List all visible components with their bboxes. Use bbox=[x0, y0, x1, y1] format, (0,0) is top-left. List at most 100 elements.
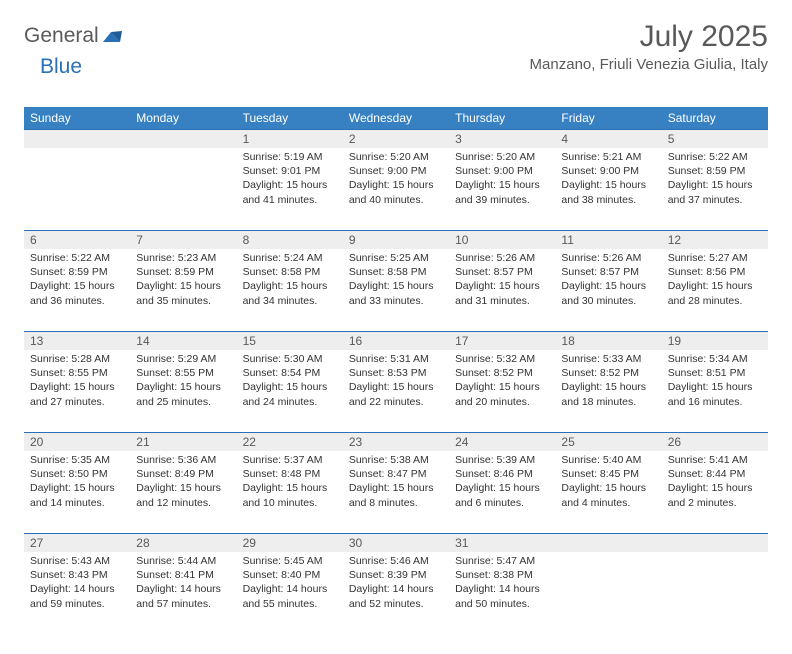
sunset-text: Sunset: 9:00 PM bbox=[455, 164, 549, 178]
daylight-text: Daylight: 15 hours and 37 minutes. bbox=[668, 178, 762, 206]
sunset-text: Sunset: 8:41 PM bbox=[136, 568, 230, 582]
daylight-text: Daylight: 15 hours and 34 minutes. bbox=[243, 279, 337, 307]
daylight-text: Daylight: 15 hours and 18 minutes. bbox=[561, 380, 655, 408]
daylight-text: Daylight: 15 hours and 33 minutes. bbox=[349, 279, 443, 307]
day-number-cell: 28 bbox=[130, 533, 236, 552]
sunrise-text: Sunrise: 5:34 AM bbox=[668, 352, 762, 366]
calendar-table: Sunday Monday Tuesday Wednesday Thursday… bbox=[24, 107, 768, 634]
day-details: Sunrise: 5:35 AMSunset: 8:50 PMDaylight:… bbox=[24, 451, 130, 516]
day-number: 14 bbox=[130, 331, 236, 350]
day-body-cell: Sunrise: 5:23 AMSunset: 8:59 PMDaylight:… bbox=[130, 249, 236, 331]
day-details: Sunrise: 5:27 AMSunset: 8:56 PMDaylight:… bbox=[662, 249, 768, 314]
day-details: Sunrise: 5:37 AMSunset: 8:48 PMDaylight:… bbox=[237, 451, 343, 516]
daycontent-row: Sunrise: 5:22 AMSunset: 8:59 PMDaylight:… bbox=[24, 249, 768, 331]
daylight-text: Daylight: 15 hours and 22 minutes. bbox=[349, 380, 443, 408]
day-body-cell: Sunrise: 5:33 AMSunset: 8:52 PMDaylight:… bbox=[555, 350, 661, 432]
day-body-cell bbox=[555, 552, 661, 634]
day-number: 4 bbox=[555, 129, 661, 148]
sunset-text: Sunset: 8:51 PM bbox=[668, 366, 762, 380]
daycontent-row: Sunrise: 5:28 AMSunset: 8:55 PMDaylight:… bbox=[24, 350, 768, 432]
sunrise-text: Sunrise: 5:46 AM bbox=[349, 554, 443, 568]
day-number-cell: 9 bbox=[343, 230, 449, 249]
day-number: 6 bbox=[24, 230, 130, 249]
day-number-cell: 25 bbox=[555, 432, 661, 451]
sunset-text: Sunset: 8:44 PM bbox=[668, 467, 762, 481]
day-number: 1 bbox=[237, 129, 343, 148]
day-number-cell: 7 bbox=[130, 230, 236, 249]
day-details: Sunrise: 5:24 AMSunset: 8:58 PMDaylight:… bbox=[237, 249, 343, 314]
sunset-text: Sunset: 8:57 PM bbox=[455, 265, 549, 279]
weekday-header: Saturday bbox=[662, 107, 768, 129]
day-body-cell: Sunrise: 5:21 AMSunset: 9:00 PMDaylight:… bbox=[555, 148, 661, 230]
day-number-cell: 6 bbox=[24, 230, 130, 249]
weekday-header: Friday bbox=[555, 107, 661, 129]
sunrise-text: Sunrise: 5:33 AM bbox=[561, 352, 655, 366]
sunrise-text: Sunrise: 5:22 AM bbox=[668, 150, 762, 164]
daylight-text: Daylight: 15 hours and 12 minutes. bbox=[136, 481, 230, 509]
day-details: Sunrise: 5:21 AMSunset: 9:00 PMDaylight:… bbox=[555, 148, 661, 213]
day-body-cell: Sunrise: 5:29 AMSunset: 8:55 PMDaylight:… bbox=[130, 350, 236, 432]
day-details: Sunrise: 5:22 AMSunset: 8:59 PMDaylight:… bbox=[24, 249, 130, 314]
day-details: Sunrise: 5:38 AMSunset: 8:47 PMDaylight:… bbox=[343, 451, 449, 516]
day-number-cell: 21 bbox=[130, 432, 236, 451]
sunset-text: Sunset: 8:58 PM bbox=[243, 265, 337, 279]
daynum-row: 13141516171819 bbox=[24, 331, 768, 350]
sunset-text: Sunset: 8:40 PM bbox=[243, 568, 337, 582]
day-number: 31 bbox=[449, 533, 555, 552]
sunrise-text: Sunrise: 5:40 AM bbox=[561, 453, 655, 467]
sunrise-text: Sunrise: 5:45 AM bbox=[243, 554, 337, 568]
day-number-cell bbox=[555, 533, 661, 552]
brand-logo: General bbox=[24, 24, 126, 48]
day-details: Sunrise: 5:26 AMSunset: 8:57 PMDaylight:… bbox=[449, 249, 555, 314]
daylight-text: Daylight: 15 hours and 24 minutes. bbox=[243, 380, 337, 408]
day-number-cell: 4 bbox=[555, 129, 661, 148]
weekday-header: Monday bbox=[130, 107, 236, 129]
sunrise-text: Sunrise: 5:44 AM bbox=[136, 554, 230, 568]
day-number-cell: 16 bbox=[343, 331, 449, 350]
day-body-cell: Sunrise: 5:47 AMSunset: 8:38 PMDaylight:… bbox=[449, 552, 555, 634]
day-number: 27 bbox=[24, 533, 130, 552]
day-number: 30 bbox=[343, 533, 449, 552]
month-title: July 2025 bbox=[530, 20, 768, 54]
weekday-header: Wednesday bbox=[343, 107, 449, 129]
daylight-text: Daylight: 15 hours and 10 minutes. bbox=[243, 481, 337, 509]
day-number: 12 bbox=[662, 230, 768, 249]
weekday-header-row: Sunday Monday Tuesday Wednesday Thursday… bbox=[24, 107, 768, 129]
day-number-cell: 17 bbox=[449, 331, 555, 350]
day-body-cell: Sunrise: 5:19 AMSunset: 9:01 PMDaylight:… bbox=[237, 148, 343, 230]
daynum-row: 2728293031 bbox=[24, 533, 768, 552]
day-details: Sunrise: 5:43 AMSunset: 8:43 PMDaylight:… bbox=[24, 552, 130, 617]
day-number: 10 bbox=[449, 230, 555, 249]
daylight-text: Daylight: 15 hours and 36 minutes. bbox=[30, 279, 124, 307]
daylight-text: Daylight: 15 hours and 25 minutes. bbox=[136, 380, 230, 408]
daylight-text: Daylight: 15 hours and 41 minutes. bbox=[243, 178, 337, 206]
sunrise-text: Sunrise: 5:30 AM bbox=[243, 352, 337, 366]
day-body-cell bbox=[24, 148, 130, 230]
day-number-cell: 14 bbox=[130, 331, 236, 350]
day-details: Sunrise: 5:39 AMSunset: 8:46 PMDaylight:… bbox=[449, 451, 555, 516]
day-number-cell: 1 bbox=[237, 129, 343, 148]
day-body-cell: Sunrise: 5:28 AMSunset: 8:55 PMDaylight:… bbox=[24, 350, 130, 432]
day-number: 20 bbox=[24, 432, 130, 451]
sunrise-text: Sunrise: 5:31 AM bbox=[349, 352, 443, 366]
day-details: Sunrise: 5:26 AMSunset: 8:57 PMDaylight:… bbox=[555, 249, 661, 314]
day-number: 17 bbox=[449, 331, 555, 350]
day-number: 5 bbox=[662, 129, 768, 148]
day-number-cell: 3 bbox=[449, 129, 555, 148]
daylight-text: Daylight: 15 hours and 14 minutes. bbox=[30, 481, 124, 509]
sunset-text: Sunset: 8:59 PM bbox=[136, 265, 230, 279]
sunrise-text: Sunrise: 5:47 AM bbox=[455, 554, 549, 568]
daynum-row: 12345 bbox=[24, 129, 768, 148]
day-details: Sunrise: 5:22 AMSunset: 8:59 PMDaylight:… bbox=[662, 148, 768, 213]
daylight-text: Daylight: 15 hours and 2 minutes. bbox=[668, 481, 762, 509]
sunset-text: Sunset: 9:00 PM bbox=[561, 164, 655, 178]
weekday-header: Sunday bbox=[24, 107, 130, 129]
day-details: Sunrise: 5:23 AMSunset: 8:59 PMDaylight:… bbox=[130, 249, 236, 314]
day-number: 15 bbox=[237, 331, 343, 350]
day-details: Sunrise: 5:31 AMSunset: 8:53 PMDaylight:… bbox=[343, 350, 449, 415]
daylight-text: Daylight: 15 hours and 28 minutes. bbox=[668, 279, 762, 307]
sunset-text: Sunset: 8:52 PM bbox=[561, 366, 655, 380]
day-details: Sunrise: 5:29 AMSunset: 8:55 PMDaylight:… bbox=[130, 350, 236, 415]
location-text: Manzano, Friuli Venezia Giulia, Italy bbox=[530, 56, 768, 73]
day-number-cell: 29 bbox=[237, 533, 343, 552]
